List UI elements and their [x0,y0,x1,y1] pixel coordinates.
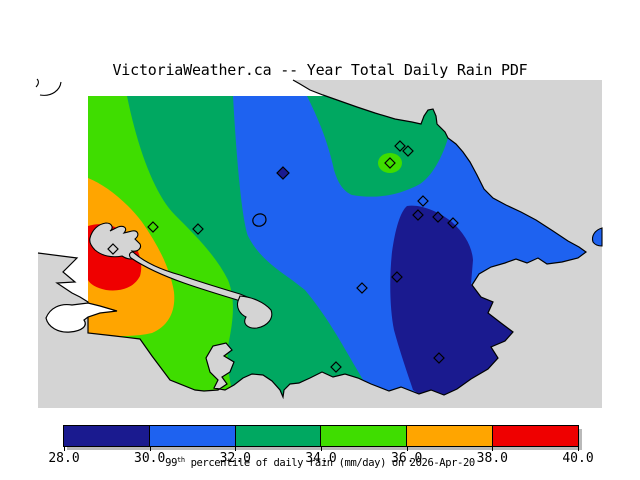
caption-percentile-suffix: th [177,456,185,464]
caption-percentile-number: 99 [165,457,178,469]
colorbar-tick [149,447,151,451]
harbour-inlet [89,222,142,260]
station-marker [432,211,444,223]
portage-inlet [236,295,273,329]
colorbar-tick-label: 34.0 [305,451,337,466]
colorbar-tick-label: 40.0 [562,451,594,466]
station-marker [384,157,396,169]
colorbar-tick-label: 36.0 [391,451,423,466]
colorbar-tick-label: 30.0 [134,451,166,466]
colorbar-ticks: 28.0 30.0 32.0 34.0 36.0 38.0 40.0 [48,447,594,467]
small-lake-outline [252,213,267,227]
colorbar-tick [321,447,322,451]
colorbar-tick [235,447,237,451]
station-marker-filled [276,166,290,180]
islet-east-edge [591,227,603,247]
station-marker [402,145,414,157]
colorbar-tick [492,447,494,451]
station-marker [447,217,459,229]
station-marker [391,271,403,283]
station-marker [417,195,429,207]
colorbar-segment-2 [234,426,321,446]
sea-region [38,80,602,408]
colorbar-tick-label: 28.0 [48,451,80,466]
station-marker [356,282,368,294]
colorbar-caption: 99th percentile of daily rain (mm/day) o… [0,456,640,469]
station-marker [330,361,342,373]
coastline [37,79,588,400]
colorbar-segment-5 [492,426,578,446]
colorbar-tick [406,447,408,451]
colorbar-segment-4 [406,426,493,446]
island-outside-domain [45,302,118,333]
colorbar-tick-label: 32.0 [219,451,251,466]
page-title: VictoriaWeather.ca -- Year Total Daily R… [112,61,528,79]
colorbar-segment-0 [64,426,149,446]
contour-region-navy [390,205,513,395]
station-marker [107,243,119,255]
station-markers [107,140,459,373]
colorbar [63,425,579,447]
caption-text: percentile of daily rain (mm/day) on 202… [184,457,476,469]
station-marker [433,352,445,364]
contour-bullseye-lime [378,153,402,173]
colorbar-segment-1 [148,426,235,446]
station-marker [394,140,406,152]
station-marker [412,209,424,221]
coast-fragment-tick [35,78,39,88]
colorbar-segment-3 [320,426,407,446]
colorbar-tick [64,447,65,451]
colorbar-tick [578,447,579,451]
station-marker [192,223,204,235]
coast-fragment-arc [39,81,62,96]
colorbar-tick-label: 38.0 [476,451,508,466]
station-marker [147,221,159,233]
